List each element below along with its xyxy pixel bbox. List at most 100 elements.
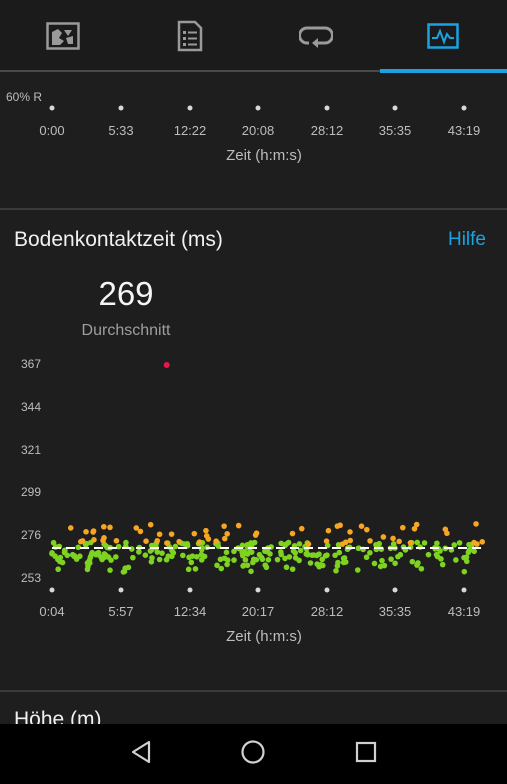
map-icon — [46, 22, 80, 50]
data-point-green — [439, 561, 446, 568]
top-x-tick-label: 0:00 — [39, 123, 65, 138]
data-point-green — [434, 540, 440, 547]
gct-x-tick-mark — [255, 587, 261, 593]
data-point-green — [148, 558, 155, 565]
data-point-orange — [224, 531, 230, 537]
data-point-orange — [113, 537, 120, 544]
data-point-green — [199, 545, 205, 551]
data-point-green — [107, 567, 113, 573]
data-point-green — [105, 554, 112, 560]
data-point-green — [371, 560, 378, 567]
data-point-green — [286, 554, 293, 560]
data-point-green — [156, 556, 163, 563]
data-point-green — [224, 561, 230, 568]
data-point-green — [314, 561, 320, 567]
document-list-icon — [177, 20, 203, 52]
data-point-green — [278, 549, 284, 555]
gct-x-tick-label: 20:17 — [241, 604, 275, 619]
data-point-green — [113, 554, 119, 560]
data-point-orange — [347, 537, 354, 544]
data-point-orange — [196, 539, 203, 545]
y-tick-label: 276 — [21, 527, 42, 542]
home-button[interactable] — [233, 738, 273, 770]
data-point-green — [75, 544, 82, 551]
data-point-green — [240, 562, 247, 569]
gct-x-tick-mark — [392, 587, 398, 593]
tab-laps[interactable] — [253, 0, 379, 72]
data-point-green — [159, 550, 165, 556]
top-x-tick-mark — [118, 105, 124, 111]
data-point-green — [244, 562, 251, 569]
data-point-green — [278, 540, 284, 547]
top-x-tick-mark — [255, 105, 261, 111]
data-point-green — [388, 556, 394, 562]
data-point-orange — [203, 533, 210, 539]
data-point-orange — [339, 541, 346, 547]
data-point-orange — [411, 525, 418, 532]
data-point-orange — [147, 521, 154, 528]
data-point-green — [434, 553, 441, 560]
data-point-orange — [479, 539, 486, 545]
data-point-green — [304, 550, 310, 557]
data-point-green — [414, 562, 420, 568]
back-button[interactable] — [121, 738, 161, 770]
help-link[interactable]: Hilfe — [447, 229, 486, 250]
top-x-tick-mark — [187, 105, 193, 111]
data-point-green — [185, 566, 192, 573]
data-point-green — [250, 556, 257, 563]
data-point-green — [333, 567, 339, 574]
data-point-orange — [67, 525, 74, 531]
data-point-orange — [364, 526, 370, 533]
data-point-orange — [380, 534, 387, 540]
data-point-green — [409, 558, 416, 565]
top-x-tick-label: 28:12 — [310, 123, 344, 138]
data-point-green — [289, 566, 296, 572]
top-x-tick-label: 20:08 — [241, 123, 275, 138]
gct-x-tick-label: 28:12 — [310, 604, 344, 619]
tab-details[interactable] — [127, 0, 253, 72]
data-point-green — [292, 555, 299, 561]
data-point-green — [172, 543, 179, 550]
data-point-orange — [325, 527, 332, 534]
data-point-green — [265, 556, 272, 563]
data-point-green — [319, 556, 326, 563]
data-point-orange — [90, 528, 97, 534]
data-point-green — [249, 542, 255, 548]
data-point-green — [184, 540, 191, 547]
gct-x-tick-label: 0:04 — [39, 604, 65, 619]
gct-x-tick-label: 5:57 — [108, 604, 134, 619]
data-point-green — [354, 567, 361, 573]
top-x-tick-label: 12:22 — [173, 123, 207, 138]
top-x-tick-label: 5:33 — [108, 123, 134, 138]
data-point-green — [341, 555, 348, 561]
data-point-green — [297, 547, 304, 554]
data-point-orange — [176, 538, 182, 545]
data-point-green — [244, 542, 251, 548]
data-point-green — [169, 553, 175, 560]
data-point-green — [414, 539, 421, 546]
data-point-green — [218, 565, 225, 572]
data-point-green — [248, 568, 254, 575]
gct-x-tick-mark — [324, 587, 330, 593]
data-point-green — [336, 549, 343, 556]
data-point-orange — [323, 538, 330, 544]
data-point-orange — [83, 528, 89, 535]
top-chart-x-label: Zeit (h:m:s) — [226, 147, 302, 164]
data-point-orange — [367, 538, 373, 544]
data-point-green — [335, 559, 341, 566]
data-point-green — [283, 564, 290, 571]
data-point-green — [258, 554, 265, 561]
recents-button[interactable] — [346, 738, 386, 770]
zone-label: 60% R — [6, 90, 43, 104]
data-point-green — [214, 562, 220, 569]
tab-charts[interactable] — [380, 0, 506, 72]
data-point-green — [241, 548, 248, 555]
data-point-green — [49, 550, 55, 557]
data-point-green — [115, 543, 122, 550]
data-point-orange — [442, 526, 449, 533]
tab-map[interactable] — [0, 0, 126, 72]
data-point-green — [98, 554, 104, 560]
data-point-green — [180, 552, 186, 559]
gct-x-tick-mark — [461, 587, 467, 593]
tab-bar — [0, 0, 507, 73]
